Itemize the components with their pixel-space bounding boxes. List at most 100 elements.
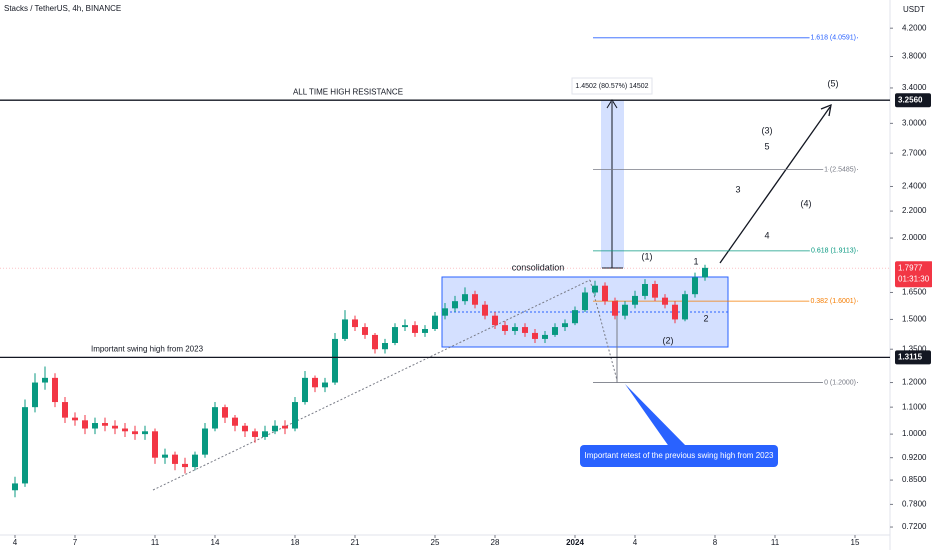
- candle-body: [192, 454, 198, 468]
- candle-body: [152, 431, 158, 458]
- y-tick-label: 1.0000: [902, 429, 927, 438]
- y-tick-label: 2.4000: [902, 182, 927, 191]
- candle-body: [602, 285, 608, 302]
- trendline: [152, 279, 591, 491]
- candle-body: [162, 454, 168, 458]
- candle-body: [22, 407, 28, 484]
- measure-label-box: [571, 77, 653, 95]
- candle-body: [302, 377, 308, 403]
- candle-body: [252, 431, 258, 437]
- candle-body: [222, 407, 228, 418]
- candle-body: [432, 315, 438, 330]
- wave-label: (3): [762, 125, 773, 135]
- candle-body: [502, 325, 508, 331]
- y-tick-label: 1.3500: [902, 344, 927, 353]
- candle-body: [292, 402, 298, 429]
- candle-body: [372, 334, 378, 350]
- currency: USDT: [903, 5, 925, 14]
- y-tick-label: 3.4000: [902, 83, 927, 92]
- fib-label: 1.618 (4.0591): [810, 35, 856, 42]
- candle-body: [442, 308, 448, 316]
- y-tick-label: 0.9200: [902, 453, 927, 462]
- x-tick-label: 14: [211, 538, 220, 547]
- candle-body: [182, 463, 188, 468]
- wave-label: 3: [735, 184, 740, 194]
- y-tick-label: 1.6500: [902, 288, 927, 297]
- candle-body: [682, 294, 688, 320]
- candle-body: [262, 431, 268, 437]
- x-tick-label: 11: [771, 538, 780, 547]
- candle-body: [592, 285, 598, 293]
- candle-body: [542, 334, 548, 339]
- wave-label: (4): [801, 198, 812, 208]
- candle-body: [492, 315, 498, 326]
- current-price-label: 1.7977: [898, 263, 923, 272]
- callout-pointer: [625, 384, 688, 448]
- candle-body: [72, 417, 78, 421]
- x-tick-label: 4: [13, 538, 18, 547]
- candle-body: [562, 323, 568, 328]
- candle-body: [692, 277, 698, 295]
- candle-body: [322, 382, 328, 388]
- fib-label: 0 (1.2000): [824, 379, 856, 386]
- candle-body: [242, 425, 248, 432]
- y-tick-label: 2.0000: [902, 233, 927, 242]
- x-tick-label: 21: [351, 538, 360, 547]
- projection-arrowhead: [820, 103, 832, 117]
- candle-body: [532, 332, 538, 339]
- candle-body: [362, 327, 368, 335]
- callout-text: Important retest of the previous swing h…: [585, 451, 775, 460]
- x-tick-label: 28: [491, 538, 500, 547]
- candle-body: [392, 327, 398, 344]
- candle-body: [512, 327, 518, 331]
- wave-labels: (1) (2) (3) (4) (5) 1 2 3 4 5: [642, 78, 839, 345]
- candle-body: [702, 267, 708, 278]
- candle-body: [552, 327, 558, 335]
- fib-label: 0.618 (1.9113): [811, 248, 856, 255]
- candle-body: [52, 377, 58, 403]
- retrace-line: [589, 279, 618, 381]
- callout-box: [580, 445, 778, 467]
- candle-body: [462, 294, 468, 302]
- y-tick-label: 0.7800: [902, 500, 927, 509]
- y-tick-label: 4.2000: [902, 23, 927, 32]
- x-tick-label: 7: [73, 538, 78, 547]
- candle-body: [652, 284, 658, 298]
- candle-body: [42, 377, 48, 383]
- candle-body: [402, 325, 408, 328]
- measure-label: 1.4502 (80.57%) 14502: [575, 83, 648, 90]
- candle-body: [622, 304, 628, 316]
- candle-body: [122, 428, 128, 432]
- wave-label: 2: [703, 313, 708, 323]
- candle-body: [142, 431, 148, 435]
- y-tick-label: 3.8000: [902, 52, 927, 61]
- candle-body: [272, 425, 278, 432]
- fib-label: 1 (2.5485): [824, 166, 856, 173]
- box-label: consolidation: [512, 262, 565, 272]
- y-tick-label: 3.0000: [902, 118, 927, 127]
- candle-body: [172, 454, 178, 464]
- price-tag-label: 1.3115: [898, 353, 923, 362]
- candle-body: [82, 420, 88, 429]
- candle-body: [112, 425, 118, 429]
- y-tick-label: 2.2000: [902, 206, 927, 215]
- fib-label: 0.382 (1.6001): [810, 298, 856, 305]
- candle-body: [582, 292, 588, 311]
- candle-body: [482, 304, 488, 316]
- y-tick-label: 2.7000: [902, 148, 927, 157]
- wave-label: (2): [663, 335, 674, 345]
- x-tick-label: 15: [851, 538, 860, 547]
- price-tag-label: 3.2560: [898, 95, 923, 104]
- countdown: 01:31:30: [898, 274, 930, 283]
- candle-body: [12, 483, 18, 491]
- wave-label: 5: [764, 141, 769, 151]
- x-tick-label: 2024: [566, 538, 584, 547]
- wave-label: 4: [764, 230, 769, 240]
- level-text: ALL TIME HIGH RESISTANCE: [293, 87, 403, 96]
- x-tick-label: 11: [151, 538, 160, 547]
- candle-body: [422, 329, 428, 333]
- candle-body: [382, 343, 388, 350]
- projection-arrow: [719, 106, 831, 264]
